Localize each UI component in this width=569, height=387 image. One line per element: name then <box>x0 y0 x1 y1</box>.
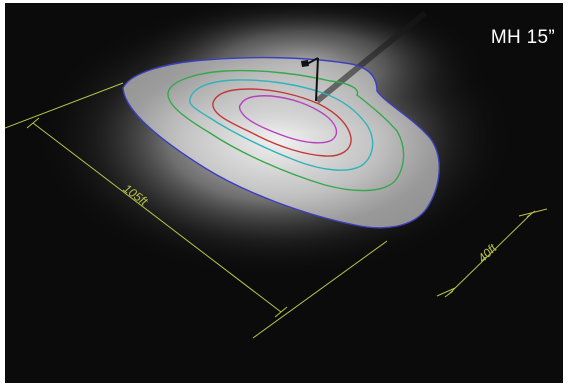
tick-length-end <box>274 306 288 318</box>
width-dimension-label: 40ft <box>475 241 500 265</box>
extension-line-left <box>5 82 124 129</box>
dimension-lines <box>5 82 548 339</box>
isolines <box>122 56 440 229</box>
pole-shadow <box>315 10 427 104</box>
pole-mast <box>315 57 319 102</box>
isoline-second <box>167 69 405 192</box>
lighting-render-frame: 105ft 40ft MH 15” <box>5 3 563 383</box>
light-pool-render: 105ft 40ft <box>5 3 548 339</box>
dimension-line-width <box>448 213 532 295</box>
extension-line-bottom <box>436 287 456 297</box>
tick-length-start <box>26 117 40 129</box>
tick-width-start <box>444 290 454 298</box>
isoline-fourth <box>212 88 352 157</box>
light-pole <box>301 57 319 102</box>
dimension-line-length <box>32 122 282 313</box>
isoline-third <box>189 79 374 171</box>
tick-width-end <box>526 210 536 218</box>
isoline-inner <box>238 95 338 144</box>
extension-line-right <box>252 240 388 339</box>
pole-arm <box>306 57 319 65</box>
fixture-label: MH 15” <box>490 27 555 48</box>
isoline-outer <box>122 56 440 229</box>
fixture-head <box>301 60 309 67</box>
light-pool <box>123 57 440 228</box>
